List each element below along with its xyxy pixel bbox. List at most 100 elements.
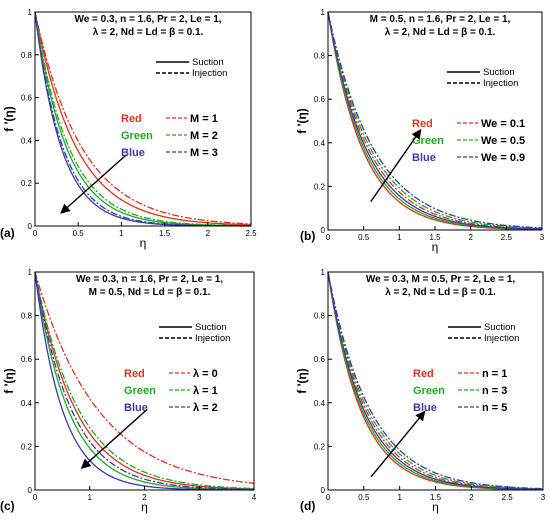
x-tick-label: 0	[33, 229, 38, 238]
y-tick-label: 1	[28, 8, 33, 17]
panel-label: (b)	[300, 229, 315, 243]
legend-param-label: M = 3	[190, 147, 218, 159]
series-line	[327, 271, 544, 491]
trend-arrow	[60, 154, 127, 214]
legend-color-name: Green	[124, 385, 156, 397]
y-tick-label: 0.8	[21, 312, 33, 321]
series-line	[34, 271, 255, 491]
x-tick-label: 1	[119, 229, 124, 238]
legend-colors: Red We = 0.1 Green We = 0.5 Blue We = 0.9	[412, 118, 525, 164]
legend-param-label: n = 1	[482, 368, 507, 380]
x-tick-label: 1	[88, 493, 93, 502]
y-tick-label: 1	[321, 8, 326, 17]
legend-param-label: We = 0.5	[481, 135, 525, 147]
y-tick-label: 0	[28, 222, 33, 231]
y-tick-label: 0.8	[314, 312, 326, 321]
trend-arrow	[370, 128, 422, 203]
x-tick-label: 3	[197, 493, 202, 502]
x-axis-label: η	[432, 500, 439, 514]
params-annotation-line1: We = 0.3, M = 0.5, Pr = 2, Le = 1,	[366, 274, 516, 285]
y-axis-label: f '(η)	[295, 368, 309, 394]
x-tick-label: 2.5	[501, 233, 513, 242]
legend-param-label: n = 5	[482, 402, 507, 414]
panel-label: (c)	[0, 499, 15, 513]
legend-param-label: We = 0.9	[481, 152, 525, 164]
legend-style-label: Suction	[483, 67, 515, 78]
legend-style-label: Injection	[192, 68, 227, 79]
legend-param-label: λ = 2	[193, 402, 218, 414]
x-tick-label: 3	[540, 233, 545, 242]
legend-param-label: n = 3	[482, 385, 507, 397]
x-tick-label: 0.5	[358, 233, 370, 242]
y-tick-label: 0	[321, 226, 326, 235]
series-line	[34, 271, 255, 491]
params-annotation-line1: We = 0.3, n = 1.6, Pr = 2, Le = 1,	[76, 274, 223, 285]
panel-c: 0 1 2 3 4 0 0.2 0.4 0.6 0.8 1 η f '(η) (c) We = 0.3, n…	[0, 268, 257, 514]
plot-frame	[327, 271, 544, 491]
y-tick-label: 0.4	[314, 399, 326, 408]
trend-arrow	[80, 408, 148, 469]
y-tick-label: 0.8	[21, 51, 33, 60]
x-tick-label: 0	[33, 493, 38, 502]
y-tick-label: 0.4	[21, 136, 33, 145]
x-tick-label: 4	[252, 493, 257, 502]
legend-param-label: λ = 1	[193, 385, 218, 397]
x-tick-label: 2	[468, 233, 473, 242]
x-tick-label: 1	[397, 233, 402, 242]
legend-color-name: Red	[413, 368, 434, 380]
y-tick-label: 0	[321, 486, 326, 495]
y-tick-label: 0.6	[21, 94, 33, 103]
legend-colors: Red λ = 0 Green λ = 1 Blue λ = 2	[124, 368, 218, 414]
y-axis-label: f '(η)	[2, 368, 16, 394]
series-line	[327, 271, 544, 491]
legend-color-name: Red	[124, 368, 145, 380]
x-tick-label: 1.5	[159, 229, 171, 238]
x-tick-label: 1	[397, 493, 402, 502]
x-tick-label: 0	[326, 493, 331, 502]
y-tick-label: 0.6	[21, 355, 33, 364]
x-tick-label: 1.5	[429, 233, 441, 242]
legend-style-label: Suction	[192, 57, 224, 68]
y-tick-label: 0.6	[314, 355, 326, 364]
x-tick-label: 2	[142, 493, 147, 502]
legend-style-label: Injection	[483, 78, 518, 89]
params-annotation-line1: M = 0.5, n = 1.6, Pr = 2, Le = 1,	[370, 14, 511, 25]
x-tick-label: 2	[469, 493, 474, 502]
plot-frame	[34, 11, 252, 227]
legend-param-label: M = 1	[190, 113, 218, 125]
x-tick-label: 0.5	[358, 493, 370, 502]
series-line	[34, 11, 252, 225]
legend-param-label: λ = 0	[193, 368, 218, 380]
x-tick-label: 3	[541, 493, 546, 502]
series-line	[34, 11, 252, 227]
series-line	[327, 271, 544, 490]
x-tick-label: 2.5	[245, 229, 257, 238]
series-line	[34, 271, 255, 491]
x-axis-label: η	[141, 500, 148, 514]
y-tick-label: 0.4	[314, 139, 326, 148]
legend-param-label: We = 0.1	[481, 118, 525, 130]
panel-b: 0 0.5 1 1.5 2 2.5 3 0 0.2 0.4 0.6 0.8 1 η f '(η) (b) M =…	[295, 8, 545, 254]
legend-color-name: Green	[412, 135, 444, 147]
panel-a: 0 0.5 1 1.5 2 2.5 0 0.2 0.4 0.6 0.8 1 η f '(η) (a) We =…	[0, 8, 257, 250]
legend-color-name: Green	[121, 130, 153, 142]
trend-arrow	[370, 410, 426, 478]
params-annotation-line2: λ = 2, Nd = Ld = β = 0.1.	[385, 27, 496, 38]
y-tick-label: 0.2	[21, 179, 33, 188]
y-tick-label: 1	[28, 268, 33, 277]
legend-color-name: Red	[412, 118, 433, 130]
x-tick-label: 0.5	[73, 229, 85, 238]
y-axis-label: f '(η)	[295, 108, 309, 134]
legend-style-label: Injection	[484, 333, 519, 344]
series-line	[327, 11, 543, 229]
x-tick-label: 2.5	[502, 493, 514, 502]
series-line	[34, 271, 255, 490]
x-tick-label: 1.5	[430, 493, 442, 502]
series-line	[34, 11, 252, 227]
legend-param-label: M = 2	[190, 130, 218, 142]
